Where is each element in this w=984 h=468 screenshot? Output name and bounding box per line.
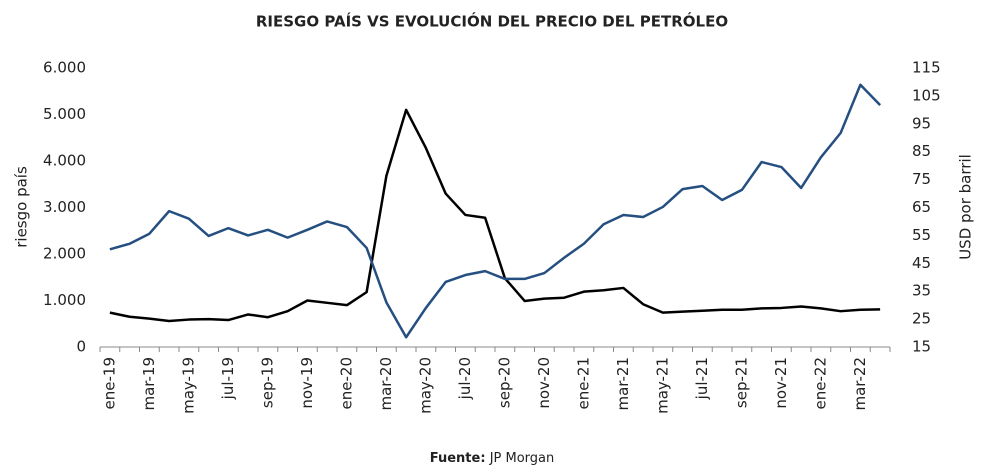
x-tick-label: mar-19 (140, 357, 158, 411)
x-tick-label: may-21 (653, 357, 671, 414)
y2-tick-label: 45 (912, 254, 931, 272)
y2-tick-label: 95 (912, 114, 931, 132)
y2-tick-label: 55 (912, 226, 931, 244)
y-tick-label: 6.000 (43, 59, 86, 77)
x-tick-label: ene-19 (100, 357, 118, 409)
x-tick-label: mar-22 (851, 357, 869, 411)
y2-tick-label: 85 (912, 142, 931, 160)
y-tick-label: 0 (76, 338, 86, 356)
x-tick-label: ene-20 (337, 357, 355, 409)
y2-tick-label: 35 (912, 282, 931, 300)
x-tick-label: mar-21 (614, 357, 632, 411)
y-tick-label: 1.000 (43, 291, 86, 309)
x-tick-label: nov-20 (535, 357, 553, 409)
source-label: Fuente: (430, 451, 486, 466)
x-tick-label: jul-20 (456, 357, 474, 400)
series-line (109, 108, 881, 323)
x-tick-label: may-19 (179, 357, 197, 414)
source: Fuente: JP Morgan (430, 451, 555, 466)
x-tick-label: sep-21 (732, 357, 750, 408)
x-tick-label: sep-19 (258, 357, 276, 408)
x-tick-label: nov-19 (298, 357, 316, 409)
y2-tick-label: 65 (912, 198, 931, 216)
x-tick-label: nov-21 (772, 357, 790, 409)
chart-title: RIESGO PAÍS VS EVOLUCIÓN DEL PRECIO DEL … (256, 12, 728, 31)
series-line (109, 83, 882, 339)
y-tick-label: 5.000 (43, 105, 86, 123)
x-tick-label: sep-20 (495, 357, 513, 408)
y-axis-label: riesgo país (13, 166, 31, 248)
y2-axis-label: USD por barril (957, 154, 975, 260)
x-tick-label: mar-20 (377, 357, 395, 411)
x-tick-label: ene-22 (811, 357, 829, 409)
x-tick-label: jul-21 (693, 357, 711, 400)
y2-tick-label: 25 (912, 310, 931, 328)
y2-tick-label: 15 (912, 338, 931, 356)
y-tick-label: 3.000 (43, 198, 86, 216)
y-tick-label: 2.000 (43, 245, 86, 263)
y-tick-label: 4.000 (43, 152, 86, 170)
y2-tick-label: 75 (912, 170, 931, 188)
x-tick-label: ene-21 (574, 357, 592, 409)
source-text: JP Morgan (489, 451, 555, 466)
x-tick-label: may-20 (416, 357, 434, 414)
y2-tick-label: 105 (912, 86, 941, 104)
y2-tick-label: 115 (912, 59, 941, 77)
x-tick-label: jul-19 (219, 357, 237, 400)
